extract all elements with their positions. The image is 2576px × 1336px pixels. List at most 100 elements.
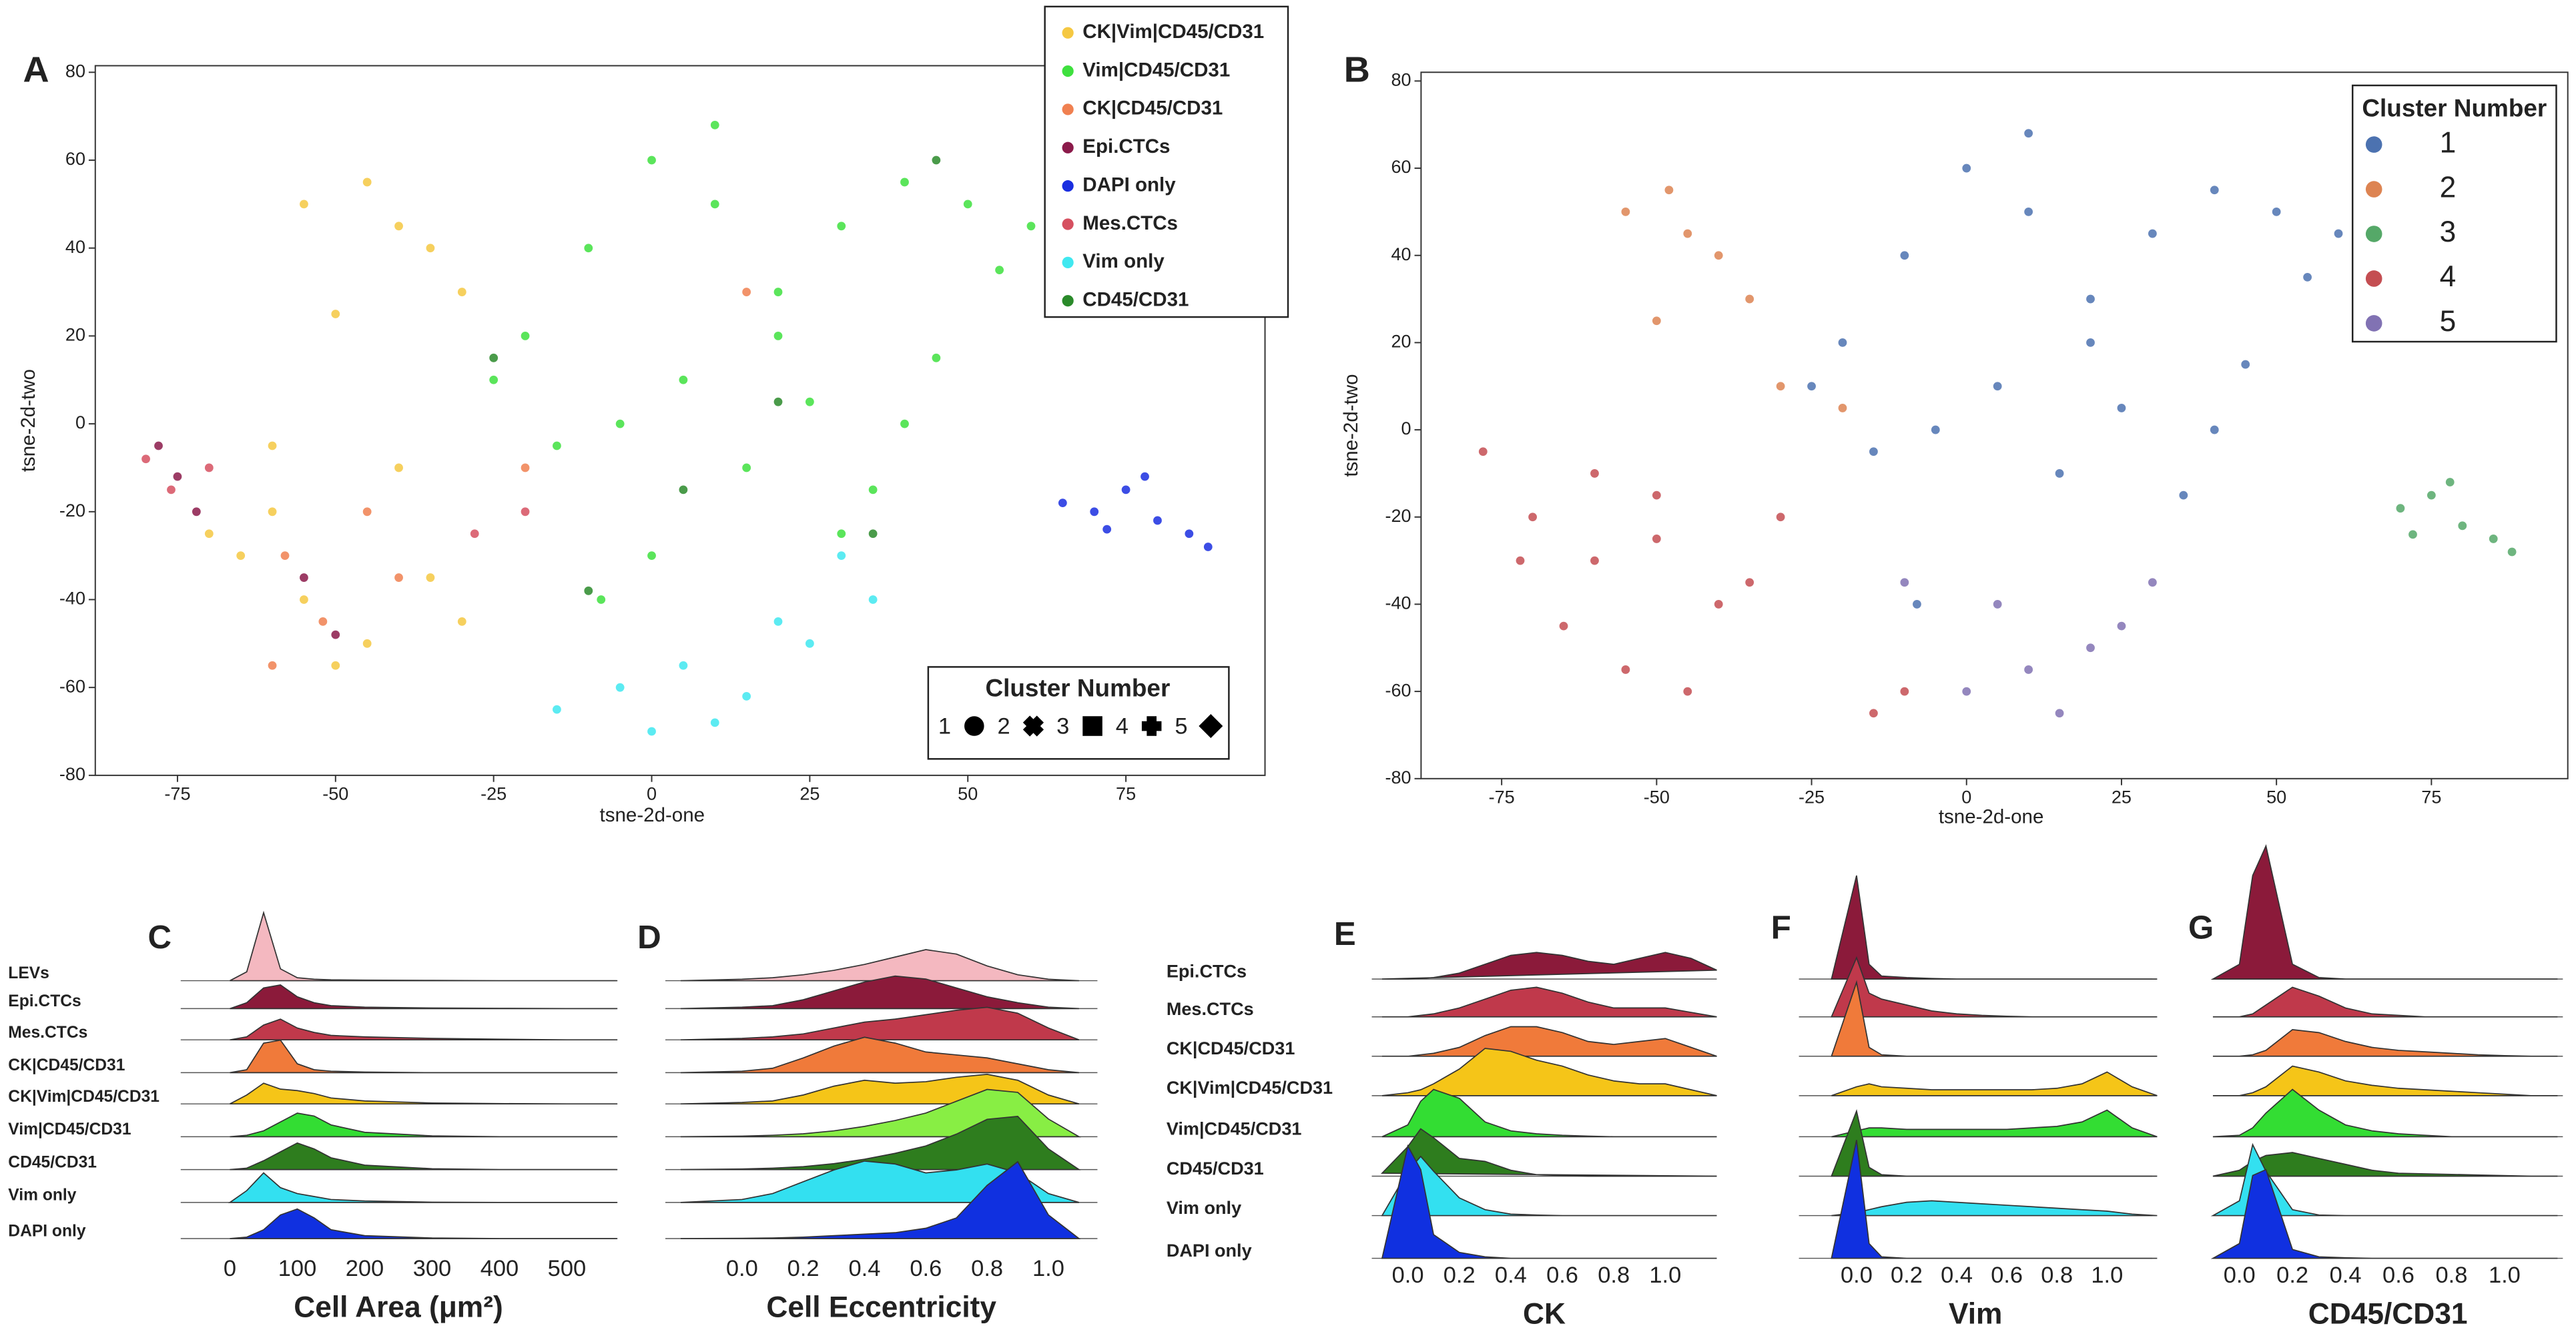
ridge-density bbox=[680, 1006, 1080, 1041]
point bbox=[1837, 403, 1848, 413]
x-tick-label: 50 bbox=[958, 783, 978, 804]
x-tick-label: 1.0 bbox=[2489, 1263, 2521, 1288]
point bbox=[394, 573, 404, 583]
marker-legend-box bbox=[927, 666, 1230, 760]
point bbox=[489, 374, 499, 385]
point bbox=[330, 660, 341, 671]
point bbox=[1651, 316, 1662, 326]
x-tick-label: 50 bbox=[2266, 786, 2286, 807]
ridge-label: CK|Vim|CD45/CD31 bbox=[1167, 1077, 1333, 1098]
ridge-density bbox=[2212, 1029, 2558, 1057]
point bbox=[2085, 338, 2096, 348]
legend-label: Mes.CTCs bbox=[1082, 212, 1178, 234]
ridge-density bbox=[228, 1172, 618, 1203]
point bbox=[804, 396, 815, 407]
point bbox=[299, 573, 309, 583]
y-tick-label: -20 bbox=[59, 500, 85, 521]
legend-label: CK|Vim|CD45/CD31 bbox=[1082, 21, 1264, 43]
legend-marker bbox=[2365, 136, 2382, 153]
x-tick-label: -25 bbox=[480, 783, 507, 804]
legend-marker bbox=[2365, 270, 2382, 287]
point bbox=[836, 529, 847, 539]
legend-marker bbox=[1062, 256, 1074, 268]
y-tick-label: 0 bbox=[1401, 418, 1411, 438]
x-tick-label: 0.8 bbox=[2436, 1263, 2468, 1288]
y-tick-label: -40 bbox=[1385, 593, 1411, 613]
ridge-density bbox=[230, 1208, 618, 1239]
y-axis-label: tsne-2d-two bbox=[17, 369, 39, 472]
marker-legend-shape bbox=[1022, 715, 1044, 737]
x-tick-label: 0.6 bbox=[2382, 1263, 2414, 1288]
point bbox=[1620, 665, 1631, 675]
point bbox=[2445, 477, 2455, 487]
point bbox=[1664, 185, 1674, 196]
x-tick-label: 0.4 bbox=[2330, 1263, 2362, 1288]
point bbox=[1651, 534, 1662, 544]
point bbox=[709, 119, 720, 130]
point bbox=[552, 440, 562, 451]
y-tick-label: -20 bbox=[1385, 505, 1411, 526]
point bbox=[1899, 686, 1910, 697]
point bbox=[1590, 468, 1600, 478]
x-axis-label: tsne-2d-one bbox=[1939, 806, 2044, 828]
legend-box bbox=[1044, 5, 1289, 318]
point bbox=[2457, 521, 2468, 531]
x-tick-label: 0.4 bbox=[849, 1256, 881, 1281]
point bbox=[994, 265, 1004, 276]
ridge-label: Mes.CTCs bbox=[1167, 998, 1254, 1019]
point bbox=[2148, 577, 2158, 588]
y-tick-label: -60 bbox=[1385, 679, 1411, 700]
ridge-density bbox=[1831, 875, 2158, 980]
point bbox=[394, 221, 404, 232]
point bbox=[1899, 577, 1910, 588]
point bbox=[1140, 471, 1150, 482]
x-tick-label: 75 bbox=[1116, 783, 1136, 804]
marker-legend-shape bbox=[1199, 714, 1223, 739]
panel-label: G bbox=[2188, 909, 2214, 946]
legend-label: 1 bbox=[2440, 126, 2457, 159]
x-tick-label: 0.6 bbox=[1546, 1263, 1578, 1288]
ridge-density bbox=[2210, 1168, 2558, 1259]
point bbox=[153, 440, 164, 451]
legend-label: DAPI only bbox=[1082, 174, 1176, 196]
point bbox=[2333, 228, 2344, 239]
point bbox=[709, 199, 720, 210]
point bbox=[1992, 381, 2003, 392]
x-tick-label: 0.8 bbox=[2041, 1263, 2073, 1288]
point bbox=[615, 682, 625, 693]
marker-legend-label: 3 bbox=[1056, 714, 1069, 739]
y-tick-label: 0 bbox=[75, 412, 85, 432]
point bbox=[1869, 446, 1879, 457]
legend-box bbox=[2351, 84, 2557, 343]
ridge-density bbox=[680, 949, 1079, 982]
point bbox=[1089, 507, 1100, 517]
point bbox=[1682, 686, 1693, 697]
ridge-density bbox=[1831, 1071, 2158, 1096]
point bbox=[204, 462, 214, 473]
x-tick-label: 100 bbox=[278, 1256, 316, 1281]
point bbox=[868, 484, 878, 495]
point bbox=[552, 704, 562, 715]
point bbox=[1203, 542, 1213, 552]
point bbox=[868, 529, 878, 539]
point bbox=[1515, 555, 1526, 566]
ridge-label: CK|CD45/CD31 bbox=[1167, 1038, 1295, 1058]
panel-label: D bbox=[637, 919, 661, 956]
point bbox=[1153, 515, 1163, 526]
point bbox=[773, 287, 783, 297]
ridge-density bbox=[230, 1018, 618, 1041]
ridge-density bbox=[2210, 844, 2558, 980]
panel-label: B bbox=[1344, 50, 1370, 90]
x-tick-label: 200 bbox=[346, 1256, 384, 1281]
ridge-density bbox=[1831, 980, 2158, 1057]
ridge-label: Vim|CD45/CD31 bbox=[1167, 1118, 1302, 1139]
point bbox=[1930, 424, 1941, 435]
x-axis-label: Vim bbox=[1949, 1297, 2002, 1330]
y-tick-label: 60 bbox=[65, 148, 85, 169]
ridge-density bbox=[1381, 1144, 1717, 1259]
ridge-density bbox=[1831, 1200, 2158, 1217]
x-tick-label: 1.0 bbox=[1032, 1256, 1064, 1281]
ridge-density bbox=[680, 1160, 1081, 1239]
point bbox=[868, 595, 878, 605]
ridge-density bbox=[680, 1160, 1080, 1203]
